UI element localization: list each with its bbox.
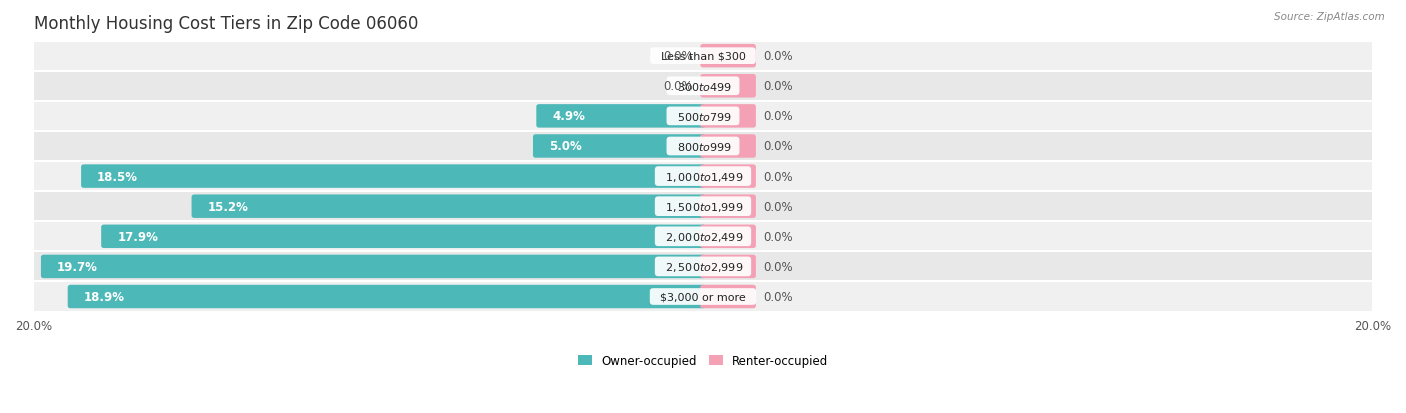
Text: $1,500 to $1,999: $1,500 to $1,999: [658, 200, 748, 213]
Text: 0.0%: 0.0%: [763, 260, 793, 273]
FancyBboxPatch shape: [700, 255, 756, 278]
FancyBboxPatch shape: [41, 255, 706, 278]
FancyBboxPatch shape: [34, 161, 1372, 192]
Text: 17.9%: 17.9%: [117, 230, 157, 243]
Text: 0.0%: 0.0%: [763, 170, 793, 183]
FancyBboxPatch shape: [700, 165, 756, 188]
Text: 0.0%: 0.0%: [763, 200, 793, 213]
Text: 0.0%: 0.0%: [763, 50, 793, 63]
FancyBboxPatch shape: [34, 132, 1372, 161]
FancyBboxPatch shape: [700, 75, 756, 98]
Text: Monthly Housing Cost Tiers in Zip Code 06060: Monthly Housing Cost Tiers in Zip Code 0…: [34, 15, 418, 33]
Text: 0.0%: 0.0%: [763, 230, 793, 243]
FancyBboxPatch shape: [536, 105, 706, 128]
Text: 19.7%: 19.7%: [58, 260, 98, 273]
Text: $2,000 to $2,499: $2,000 to $2,499: [658, 230, 748, 243]
FancyBboxPatch shape: [700, 195, 756, 218]
FancyBboxPatch shape: [67, 285, 706, 309]
FancyBboxPatch shape: [34, 282, 1372, 312]
FancyBboxPatch shape: [533, 135, 706, 158]
Text: $800 to $999: $800 to $999: [669, 141, 737, 153]
Text: 0.0%: 0.0%: [763, 140, 793, 153]
FancyBboxPatch shape: [700, 225, 756, 249]
FancyBboxPatch shape: [101, 225, 706, 249]
Text: 0.0%: 0.0%: [664, 50, 693, 63]
Text: 0.0%: 0.0%: [763, 110, 793, 123]
FancyBboxPatch shape: [700, 135, 756, 158]
FancyBboxPatch shape: [191, 195, 706, 218]
FancyBboxPatch shape: [34, 42, 1372, 71]
Text: 0.0%: 0.0%: [763, 290, 793, 303]
Text: 4.9%: 4.9%: [553, 110, 585, 123]
Text: $2,500 to $2,999: $2,500 to $2,999: [658, 260, 748, 273]
Text: $3,000 or more: $3,000 or more: [654, 292, 752, 302]
Text: 15.2%: 15.2%: [208, 200, 249, 213]
Legend: Owner-occupied, Renter-occupied: Owner-occupied, Renter-occupied: [578, 355, 828, 368]
FancyBboxPatch shape: [82, 165, 706, 188]
FancyBboxPatch shape: [34, 192, 1372, 222]
Text: $300 to $499: $300 to $499: [669, 81, 737, 93]
FancyBboxPatch shape: [34, 71, 1372, 102]
FancyBboxPatch shape: [700, 105, 756, 128]
Text: 5.0%: 5.0%: [548, 140, 582, 153]
Text: $500 to $799: $500 to $799: [669, 111, 737, 123]
FancyBboxPatch shape: [34, 252, 1372, 282]
FancyBboxPatch shape: [700, 285, 756, 309]
FancyBboxPatch shape: [34, 102, 1372, 132]
Text: 18.5%: 18.5%: [97, 170, 138, 183]
Text: 0.0%: 0.0%: [763, 80, 793, 93]
Text: $1,000 to $1,499: $1,000 to $1,499: [658, 170, 748, 183]
Text: Source: ZipAtlas.com: Source: ZipAtlas.com: [1274, 12, 1385, 22]
FancyBboxPatch shape: [700, 45, 756, 68]
Text: Less than $300: Less than $300: [654, 52, 752, 62]
Text: 0.0%: 0.0%: [664, 80, 693, 93]
FancyBboxPatch shape: [34, 222, 1372, 252]
Text: 18.9%: 18.9%: [84, 290, 125, 303]
